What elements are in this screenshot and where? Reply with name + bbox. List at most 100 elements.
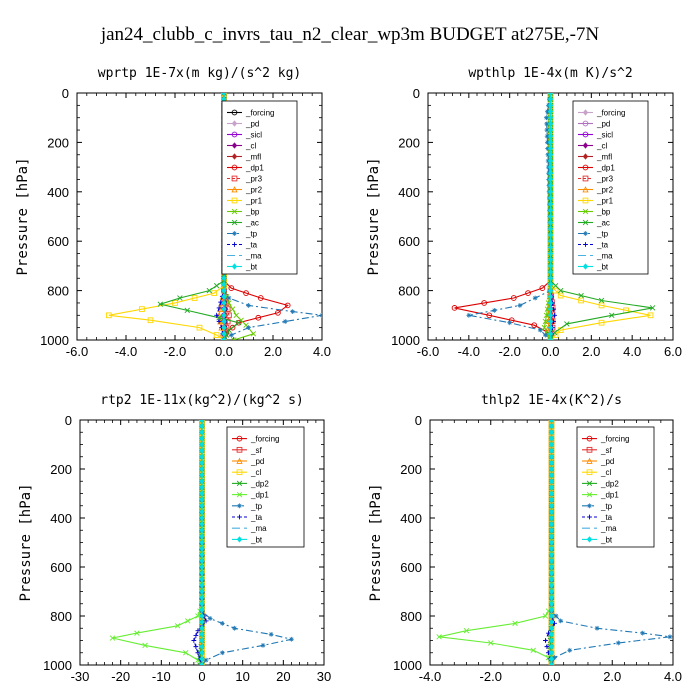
x-tick-label: -20	[111, 669, 130, 684]
chart-panel-3: rtp2 1E-11x(kg^2)/(kg^2 s) Pressure [hPa]…	[18, 393, 331, 684]
series-marker	[548, 661, 555, 665]
legend-label: _bp	[245, 208, 260, 217]
series-marker	[219, 620, 225, 626]
legend-marker	[582, 197, 589, 204]
series-marker	[246, 303, 251, 308]
series-marker	[542, 613, 549, 619]
series-marker	[598, 319, 605, 326]
series-marker	[134, 630, 140, 636]
x-tick-label: 0	[198, 669, 205, 684]
legend-label: _mfl	[596, 153, 612, 162]
series-marker	[553, 613, 559, 619]
series-marker	[544, 121, 550, 127]
series-marker	[552, 282, 559, 289]
series-marker	[512, 620, 518, 627]
legend-label: _pd	[245, 120, 259, 129]
series-line-dp1	[438, 420, 553, 665]
legend-label: _pr3	[245, 175, 263, 184]
legend-label: _cl	[596, 142, 607, 151]
series-marker	[191, 638, 197, 643]
legend-marker	[231, 263, 238, 270]
series-marker	[216, 305, 222, 311]
x-tick-label: -30	[71, 669, 90, 684]
y-tick-label: 800	[50, 609, 72, 624]
series-marker	[221, 336, 227, 340]
legend-label: _sf	[600, 446, 612, 455]
y-tick-label: 1000	[40, 333, 69, 348]
series-marker	[195, 628, 201, 634]
y-axis-label: Pressure [hPa]	[366, 157, 382, 275]
series-marker	[557, 292, 564, 299]
series-marker	[537, 327, 543, 333]
series-line-dp1	[112, 420, 203, 665]
series-marker	[275, 309, 281, 316]
chart-panel-4: thlp2 1E-4x(K^2)/s Pressure [hPa] -4.0 -2.0…	[368, 393, 682, 684]
series-marker	[228, 332, 234, 338]
series-marker	[184, 307, 190, 314]
x-tick-label: -4.0	[115, 344, 137, 359]
series-marker	[486, 312, 493, 319]
legend-marker	[586, 480, 593, 487]
legend-label: _ta	[250, 513, 263, 522]
series-marker	[481, 300, 487, 306]
legend-marker	[583, 231, 588, 236]
series-marker	[177, 295, 183, 301]
series-marker	[290, 309, 295, 314]
legend-marker	[232, 242, 237, 247]
series-marker	[558, 618, 564, 624]
series-marker	[193, 644, 199, 650]
legend-label: _pr2	[245, 186, 263, 195]
series-marker	[226, 300, 232, 306]
series-marker	[466, 312, 472, 318]
x-tick-label: 2.0	[264, 344, 282, 359]
series-marker	[488, 640, 494, 646]
series-marker	[543, 638, 548, 643]
series-marker	[191, 295, 198, 301]
series-marker	[640, 630, 646, 636]
series-marker	[567, 647, 573, 653]
x-tick-label: 0.0	[542, 669, 560, 684]
series-marker	[147, 317, 154, 324]
series-marker	[206, 287, 213, 294]
series-marker	[594, 625, 600, 631]
legend-marker	[236, 446, 243, 453]
legend-label: _bt	[250, 535, 263, 544]
y-tick-label: 400	[400, 511, 422, 526]
series-marker	[105, 312, 112, 319]
x-tick-label: 4.0	[313, 344, 331, 359]
series-marker	[544, 133, 550, 139]
series-marker	[183, 650, 189, 656]
series-marker	[545, 146, 551, 151]
series-marker	[531, 322, 538, 329]
series-marker	[544, 127, 550, 133]
legend-label: _dp1	[250, 491, 269, 500]
series-marker	[260, 643, 266, 648]
series-marker	[615, 640, 621, 646]
y-axis-label: Pressure [hPa]	[368, 483, 384, 601]
legend-label: _dp2	[600, 479, 619, 488]
series-marker	[649, 305, 656, 311]
legend-marker	[587, 514, 592, 520]
legend: _forcing _sf _pd _cl _dp2 _dp1 _tp _ta _ma _bt	[576, 426, 655, 548]
series-marker	[525, 290, 531, 296]
legend-marker	[231, 142, 238, 149]
legend-label: _forcing	[250, 435, 279, 444]
series-marker	[539, 285, 546, 291]
figure-title: jan24_clubb_c_invrs_tau_n2_clear_wp3m BU…	[100, 24, 600, 45]
panel-title: wpthlp 1E-4x(m K)/s^2	[468, 66, 632, 81]
x-tick-label: -6.0	[417, 344, 439, 359]
legend-marker	[231, 197, 238, 204]
series-marker	[213, 282, 220, 289]
legend-marker	[231, 164, 238, 171]
legend-label: _cl	[250, 468, 261, 477]
series-marker	[578, 297, 584, 304]
series-line-tp	[201, 420, 292, 665]
legend-marker	[231, 175, 238, 182]
series-marker	[544, 306, 551, 312]
series-marker	[598, 297, 605, 304]
legend-marker	[587, 503, 592, 509]
legend-marker	[232, 231, 237, 236]
series-marker	[647, 312, 654, 319]
legend: _forcing _pd _sicl _cl _mfl _dp1 _pr3 _pr2 _pr1 _…	[572, 100, 649, 275]
x-tick-label: -2.0	[480, 669, 502, 684]
